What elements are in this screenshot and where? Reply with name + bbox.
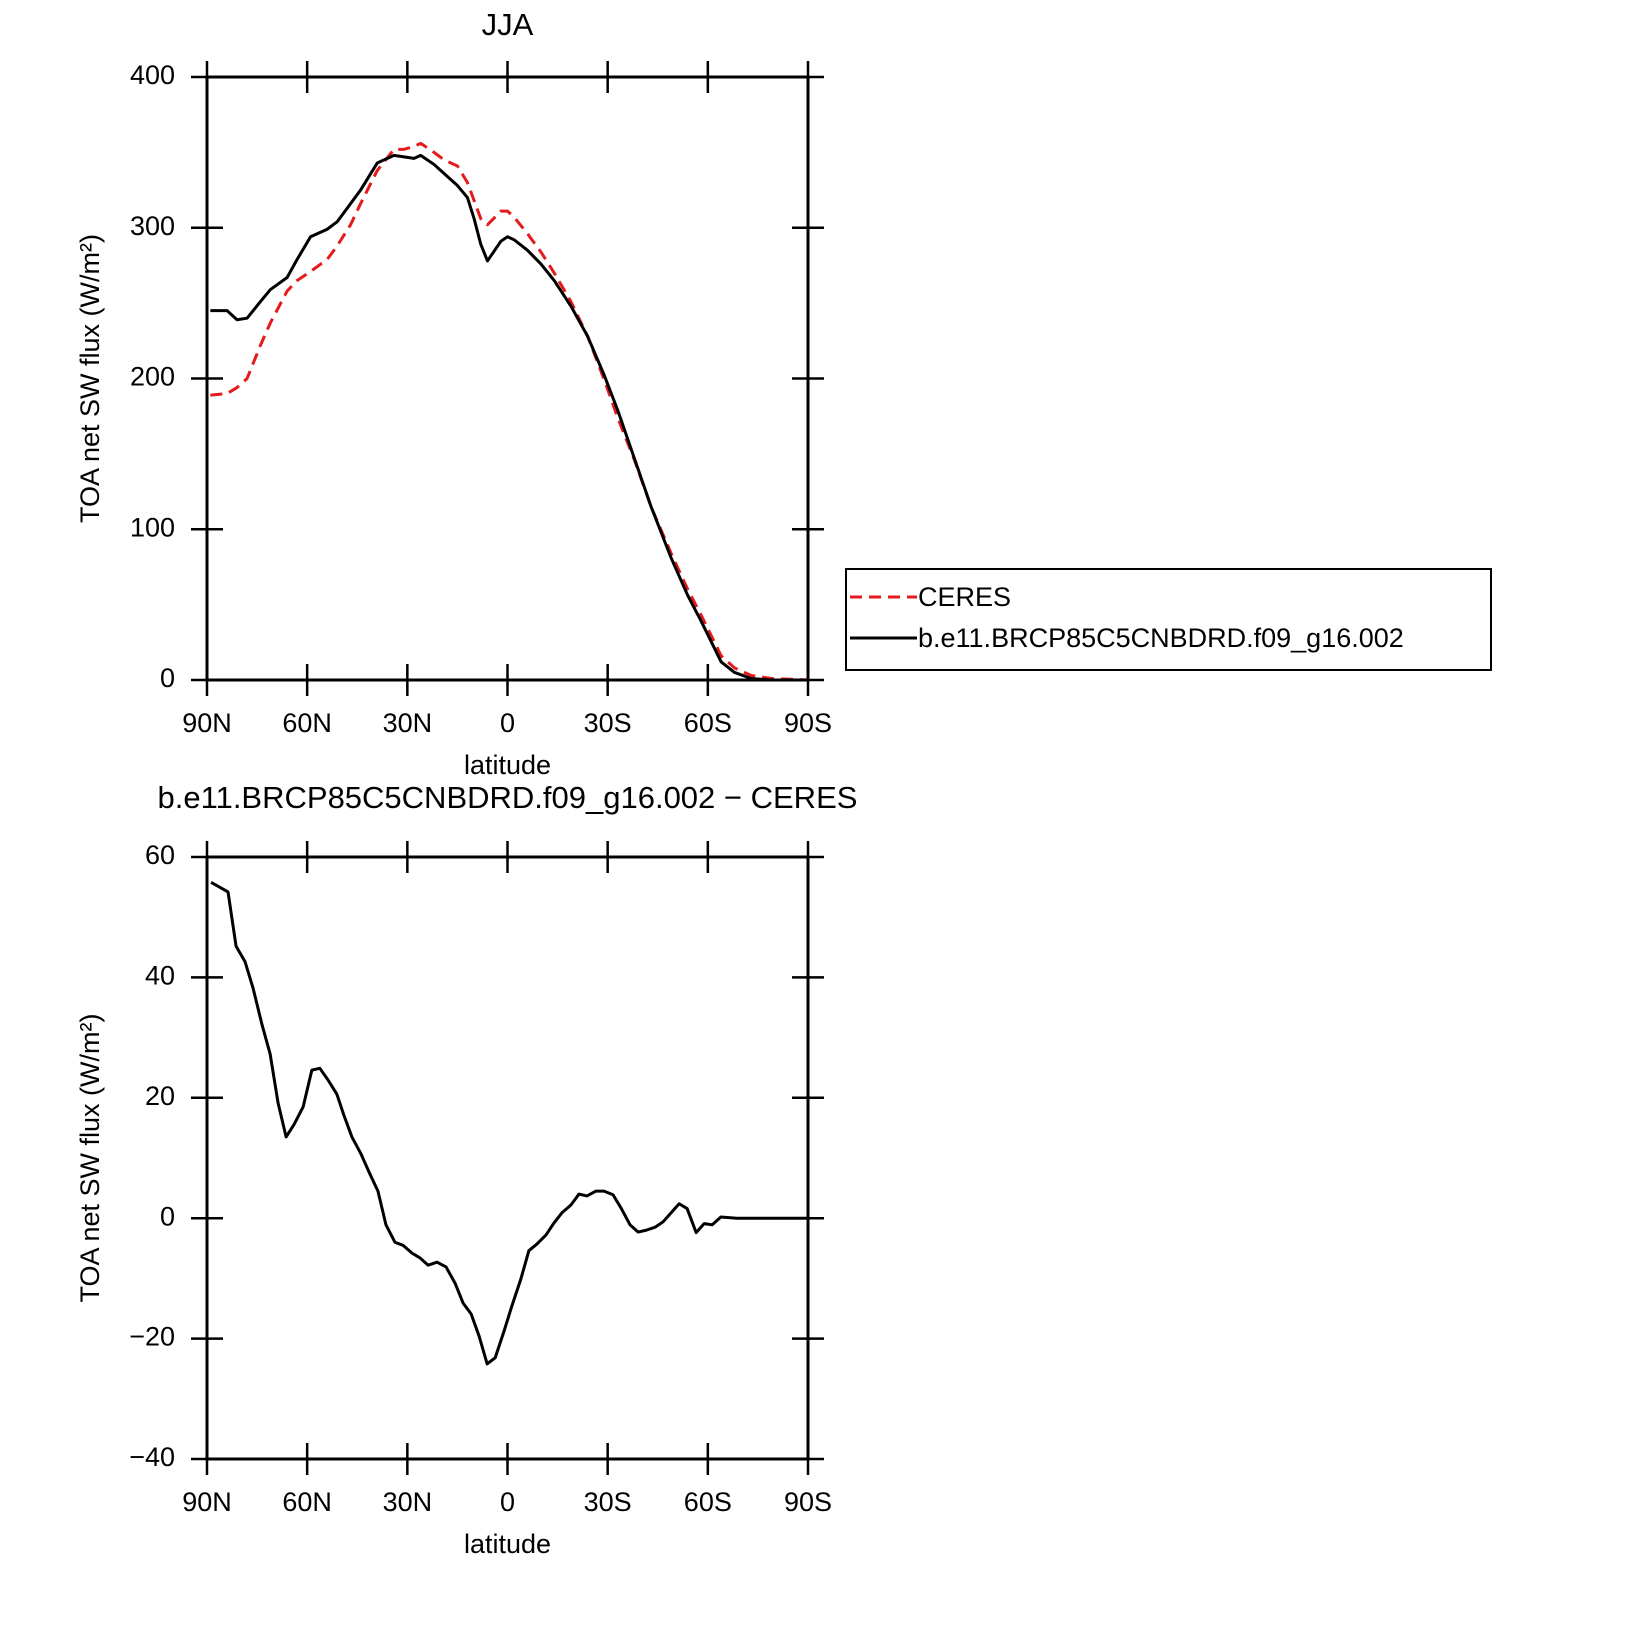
data-line (210, 153, 808, 682)
legend-box (845, 568, 1492, 671)
x-tick-label: 60S (684, 1487, 732, 1517)
x-tick-label: 0 (500, 1487, 515, 1517)
legend-label: CERES (918, 582, 1011, 612)
y-tick-label: −20 (129, 1322, 175, 1352)
chart-title: b.e11.BRCP85C5CNBDRD.f09_g16.002 − CERES (158, 780, 858, 815)
x-tick-label: 30N (383, 708, 433, 738)
plot-frame (205, 75, 810, 682)
y-axis-label: TOA net SW flux (W/m²) (75, 234, 105, 523)
y-tick-label: 400 (130, 60, 175, 90)
x-tick-label: 90N (182, 1487, 232, 1517)
y-tick-label: 200 (130, 362, 175, 392)
x-tick-label: 0 (500, 708, 515, 738)
x-tick-label: 90N (182, 708, 232, 738)
x-tick-label: 30S (584, 1487, 632, 1517)
x-tick-label: 60N (282, 708, 332, 738)
y-tick-label: 300 (130, 211, 175, 241)
data-line (210, 880, 808, 1366)
x-tick-label: 90S (784, 1487, 832, 1517)
y-tick-label: 0 (160, 663, 175, 693)
x-tick-label: 60S (684, 708, 732, 738)
y-tick-label: 20 (145, 1081, 175, 1111)
y-axis-label: TOA net SW flux (W/m²) (75, 1013, 105, 1302)
x-tick-label: 60N (282, 1487, 332, 1517)
x-tick-label: 30N (383, 1487, 433, 1517)
y-tick-label: 0 (160, 1201, 175, 1231)
data-line (210, 141, 809, 682)
plot-frame (205, 855, 810, 1461)
x-tick-label: 30S (584, 708, 632, 738)
y-tick-label: 40 (145, 961, 175, 991)
y-tick-label: −40 (129, 1442, 175, 1472)
legend-label: b.e11.BRCP85C5CNBDRD.f09_g16.002 (918, 623, 1404, 653)
y-tick-label: 60 (145, 840, 175, 870)
x-axis-label: latitude (464, 750, 551, 780)
y-tick-label: 100 (130, 512, 175, 542)
chart-title: JJA (482, 7, 534, 42)
x-tick-label: 90S (784, 708, 832, 738)
x-axis-label: latitude (464, 1529, 551, 1559)
